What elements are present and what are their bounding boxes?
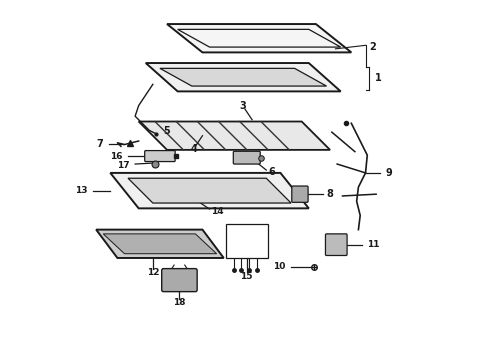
Text: 6: 6 (268, 167, 275, 177)
Polygon shape (96, 230, 224, 258)
Text: 15: 15 (241, 272, 253, 281)
Polygon shape (139, 122, 330, 150)
Text: 13: 13 (75, 186, 87, 195)
Text: 16: 16 (110, 152, 122, 161)
Polygon shape (103, 234, 217, 254)
Text: 2: 2 (369, 42, 376, 52)
Bar (225, 224, 268, 258)
Text: 7: 7 (97, 139, 103, 149)
FancyBboxPatch shape (233, 151, 260, 164)
Text: 8: 8 (326, 189, 333, 199)
FancyBboxPatch shape (292, 186, 308, 202)
Text: 12: 12 (147, 267, 159, 276)
Text: 1: 1 (374, 73, 381, 83)
Text: 4: 4 (190, 144, 197, 154)
Text: 14: 14 (211, 207, 224, 216)
Polygon shape (160, 68, 326, 86)
Polygon shape (128, 178, 291, 203)
Text: 11: 11 (368, 240, 380, 249)
FancyBboxPatch shape (145, 150, 175, 162)
Polygon shape (146, 63, 341, 91)
Text: 5: 5 (164, 126, 170, 136)
Text: 10: 10 (273, 262, 286, 271)
Text: 18: 18 (173, 298, 186, 307)
Polygon shape (110, 173, 309, 208)
Polygon shape (167, 24, 351, 53)
FancyBboxPatch shape (162, 269, 197, 292)
Text: 17: 17 (117, 161, 130, 170)
Text: 3: 3 (240, 101, 246, 111)
FancyBboxPatch shape (325, 234, 347, 256)
Text: 9: 9 (385, 168, 392, 178)
